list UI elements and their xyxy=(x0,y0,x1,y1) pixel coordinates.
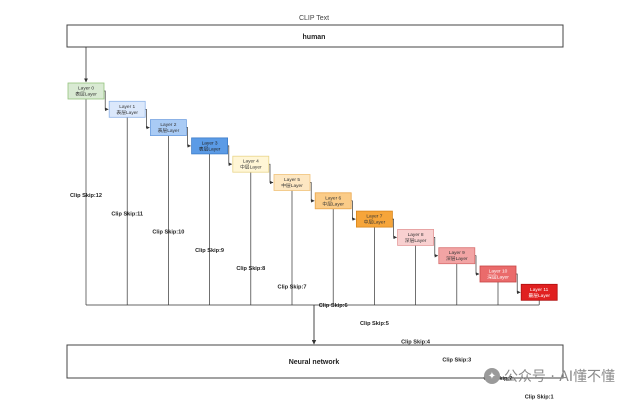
layer-name: Layer 3 xyxy=(202,140,218,146)
layer-name: Layer 10 xyxy=(489,269,508,275)
clip-skip-label: Clip Skip:4 xyxy=(401,339,431,345)
layer-name: Layer 9 xyxy=(449,250,465,256)
layer-box-rect xyxy=(314,192,352,210)
layer-depth: 中层Layer xyxy=(240,164,262,171)
clip-skip-label: Clip Skip:10 xyxy=(152,230,184,236)
layer-step-arrow xyxy=(474,255,480,276)
layer-step-arrow xyxy=(104,90,109,112)
layer-name: Layer 0 xyxy=(78,86,94,92)
layer-step-arrow xyxy=(268,163,274,185)
layer-box-rect xyxy=(67,82,105,100)
clip-skip-label: Clip Skip:1 xyxy=(525,394,554,400)
layer-box-rect xyxy=(108,100,146,118)
diagram-title: CLIP Text xyxy=(299,15,329,22)
layer-name: Layer 2 xyxy=(160,122,176,128)
layer-name: Layer 11 xyxy=(530,287,549,293)
clip-skip-label: Clip Skip:7 xyxy=(278,285,307,291)
layer-box-rect xyxy=(397,228,435,246)
layer-step-arrow xyxy=(145,108,150,130)
layer-step-arrow xyxy=(186,127,191,148)
layer-depth: 表层Layer xyxy=(75,91,97,98)
layer-depth: 表层Layer xyxy=(158,127,180,134)
clip-skip-label: Clip Skip:12 xyxy=(70,193,102,199)
clip-skip-label: Clip Skip:11 xyxy=(111,211,143,217)
layer-step-arrow xyxy=(433,237,439,258)
layer-name: Layer 5 xyxy=(284,177,300,183)
wechat-icon: ✦ xyxy=(483,368,500,384)
layer-box-rect xyxy=(355,210,393,228)
watermark-text: 公众号 · AI懂不懂 xyxy=(503,369,615,385)
layer-box-rect xyxy=(149,119,187,136)
layer-box-rect xyxy=(479,265,517,283)
layer-box-rect xyxy=(273,174,311,191)
layer-depth: 表层Layer xyxy=(116,109,138,116)
layer-step-arrow xyxy=(310,182,315,203)
human-box xyxy=(66,24,564,48)
layer-step-arrow xyxy=(392,218,397,240)
watermark: ✦ 公众号 · AI懂不懂 xyxy=(483,366,615,386)
layer-name: Layer 1 xyxy=(119,104,135,110)
clip-skip-label: Clip Skip:5 xyxy=(360,321,389,327)
layer-step-arrow xyxy=(227,145,233,166)
layer-step-arrow xyxy=(516,273,521,295)
layer-box-rect xyxy=(191,137,229,155)
layer-depth: 中层Layer xyxy=(322,200,344,207)
clip-skip-label: Clip Skip:8 xyxy=(236,266,265,272)
neural-network-box xyxy=(66,344,564,379)
clip-skip-label: Clip Skip:3 xyxy=(442,358,471,364)
layer-box-rect xyxy=(232,155,270,173)
layer-name: Layer 6 xyxy=(325,195,341,201)
layer-depth: 深层Layer xyxy=(446,255,468,262)
layer-name: Layer 4 xyxy=(243,159,259,165)
layer-name: Layer 7 xyxy=(366,214,382,220)
layer-depth: 深层Layer xyxy=(487,274,509,281)
layer-depth: 中层Layer xyxy=(281,182,303,189)
layer-box-rect xyxy=(438,247,476,265)
layer-box-rect xyxy=(520,283,558,301)
layer-depth: 表层Layer xyxy=(199,145,221,152)
layer-depth: 最层Layer xyxy=(528,292,550,299)
layer-step-arrow xyxy=(351,200,356,221)
layer-depth: 深层Layer xyxy=(405,237,427,244)
clip-skip-label: Clip Skip:9 xyxy=(195,248,224,254)
layer-depth: 中层Layer xyxy=(364,219,386,226)
connector-lines xyxy=(84,47,540,345)
neural-network-label: Neural network xyxy=(289,359,340,366)
layer-name: Layer 8 xyxy=(408,232,424,238)
clip-skip-label: Clip Skip:6 xyxy=(319,303,348,309)
human-label: human xyxy=(303,34,326,41)
